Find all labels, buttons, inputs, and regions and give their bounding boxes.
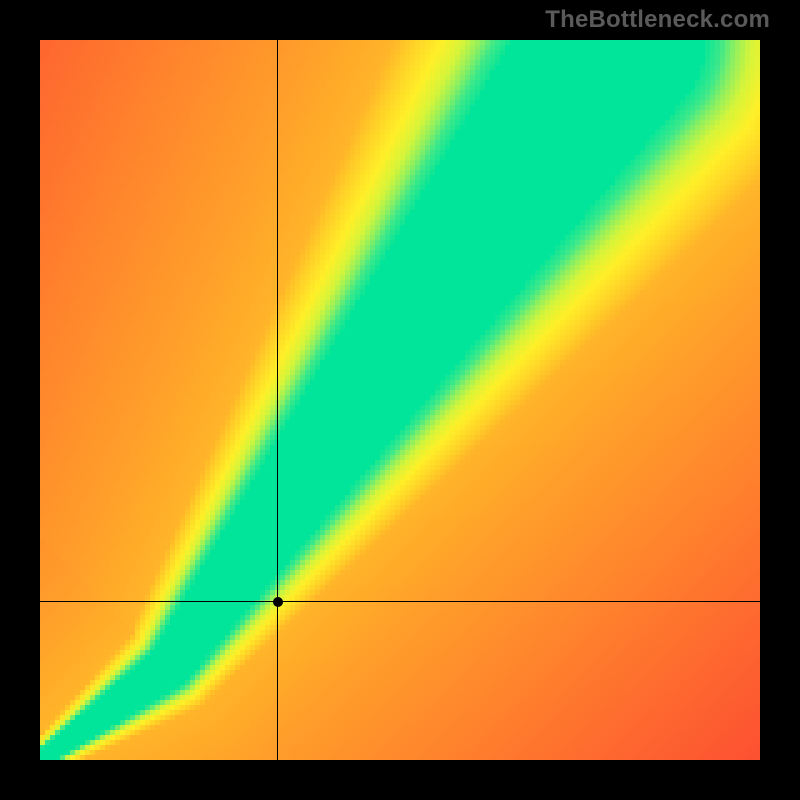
watermark-text: TheBottleneck.com <box>545 6 770 34</box>
bottleneck-heatmap <box>40 40 760 760</box>
figure-frame: TheBottleneck.com <box>0 0 800 800</box>
